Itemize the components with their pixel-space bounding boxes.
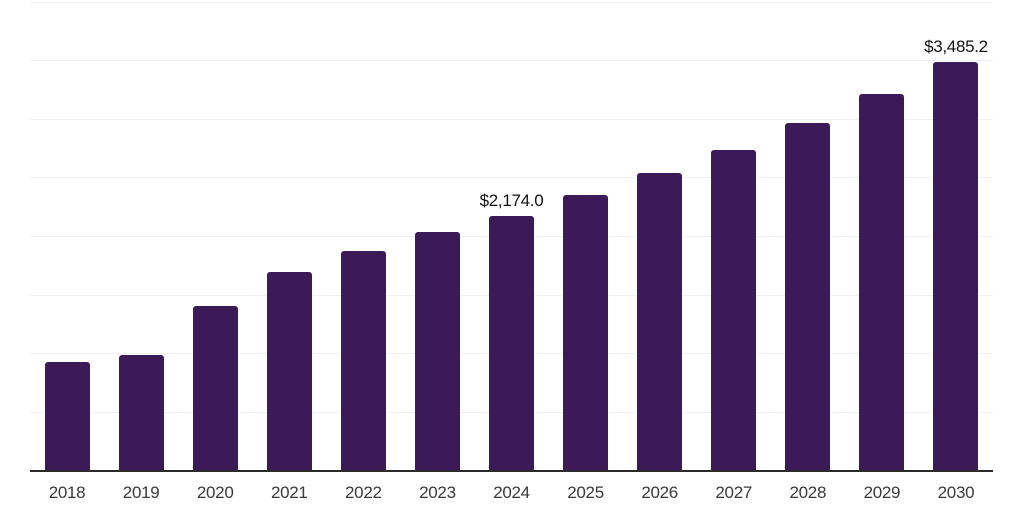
bar-2027 — [711, 149, 757, 471]
x-tick-label-2025: 2025 — [567, 483, 604, 502]
bar-2028 — [785, 122, 831, 471]
gridline-3500 — [30, 60, 993, 62]
gridline-2500 — [30, 177, 993, 179]
x-tick-label-2028: 2028 — [789, 483, 827, 502]
x-tick-label-2020: 2020 — [196, 483, 234, 502]
bar-2021 — [266, 271, 312, 471]
bar-2018 — [44, 361, 90, 471]
x-tick-label-2024: 2024 — [493, 483, 530, 502]
bar-2029 — [859, 94, 905, 471]
bar-2030 — [933, 62, 979, 471]
x-tick-label-2030: 2030 — [937, 483, 975, 502]
plot-area: 2018 2019 2020 2021 2022 2023 2024 2025 2026 2027… — [30, 0, 993, 512]
data-label-2030: $3,485.2 — [924, 37, 988, 57]
x-tick-label-2029: 2029 — [863, 483, 901, 502]
gridline-4000 — [30, 1, 993, 3]
x-axis-line — [30, 470, 993, 472]
bar-2024 — [489, 216, 534, 471]
x-tick-label-2023: 2023 — [419, 483, 456, 502]
bar-2025 — [563, 194, 609, 471]
x-tick-label-2021: 2021 — [270, 483, 308, 502]
bar-2023 — [414, 232, 460, 471]
gridline-3000 — [30, 118, 993, 120]
x-tick-label-2027: 2027 — [715, 483, 753, 502]
bar-2020 — [192, 306, 238, 471]
x-tick-label-2026: 2026 — [641, 483, 678, 502]
bar-2026 — [637, 172, 683, 471]
data-label-2024: $2,174.0 — [479, 191, 544, 211]
x-tick-label-2019: 2019 — [122, 483, 160, 502]
bar-2022 — [340, 250, 386, 471]
x-tick-label-2022: 2022 — [345, 483, 382, 502]
x-tick-label-2018: 2018 — [48, 483, 86, 502]
bar-2019 — [118, 354, 164, 471]
